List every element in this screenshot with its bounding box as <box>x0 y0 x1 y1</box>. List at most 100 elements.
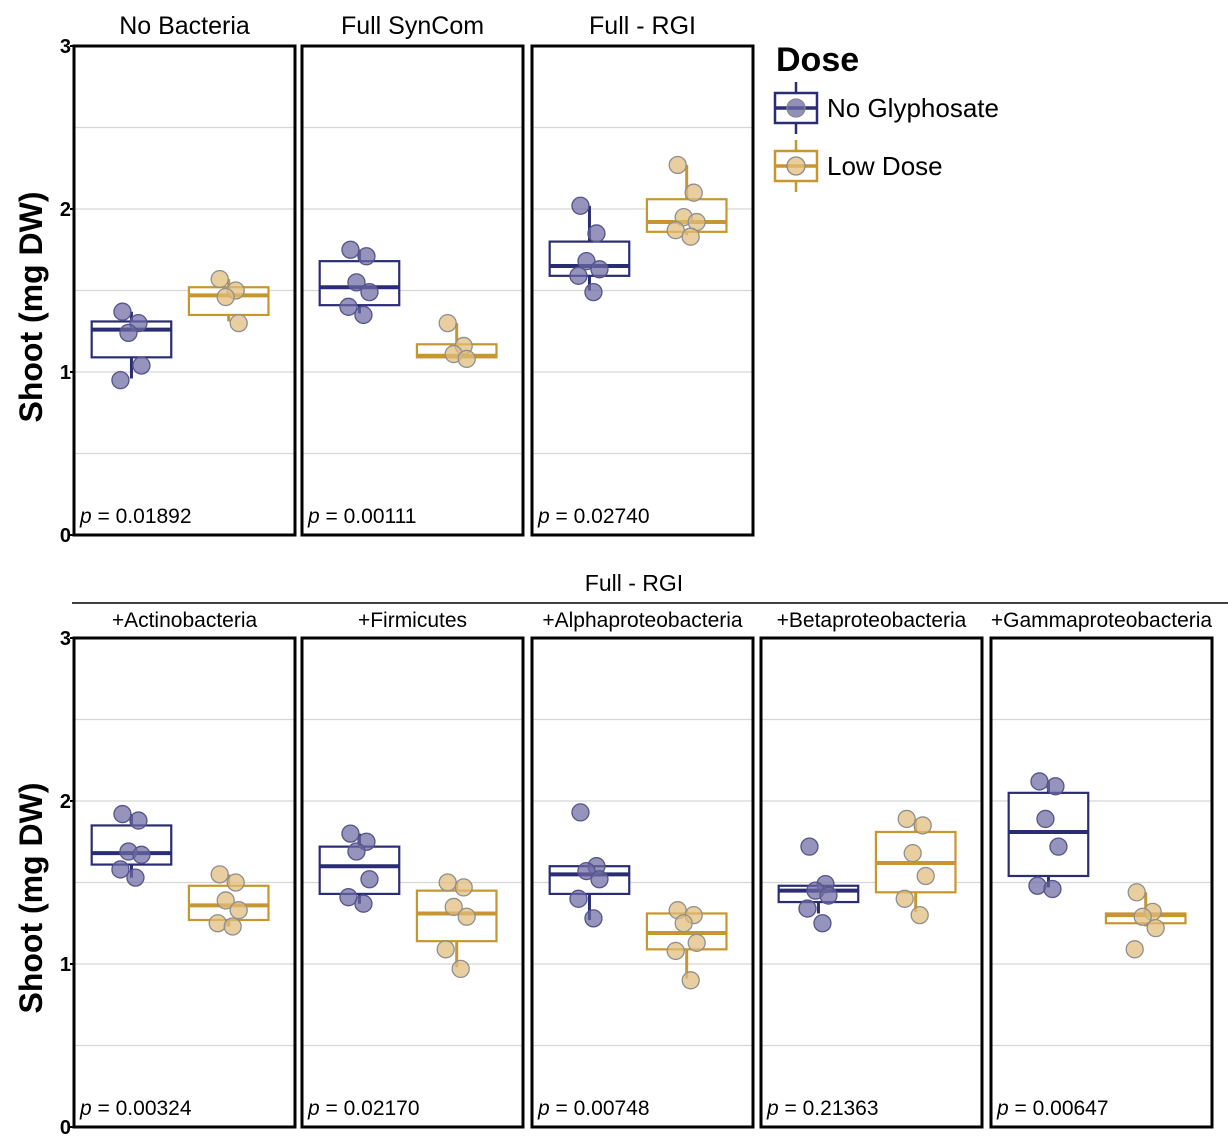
panel-border <box>300 44 525 537</box>
data-point <box>674 914 693 933</box>
data-point <box>444 897 463 917</box>
data-point <box>339 297 358 316</box>
p-value: = 0.01892 <box>92 505 192 528</box>
facet-panel: No Bacteria p = 0.01892 <box>72 12 297 537</box>
facet-panel: +Firmicutes p = 0.02170 <box>300 609 525 1129</box>
data-point <box>668 155 687 175</box>
data-point <box>903 844 922 863</box>
p-value-label: p = 0.00748 <box>537 1097 650 1120</box>
legend-key-point <box>786 156 806 176</box>
y-axis-label: Shoot (mg DW) <box>13 191 49 422</box>
p-value: = 0.00647 <box>1009 1097 1109 1120</box>
data-point <box>360 282 379 302</box>
p-symbol: p <box>537 505 550 528</box>
y-tick-label: 1 <box>60 362 71 384</box>
facet-panel: +Actinobacteria p = 0.00324 <box>72 609 297 1129</box>
data-point <box>451 959 470 979</box>
data-point <box>210 269 229 289</box>
legend-entry-label: Low Dose <box>827 151 943 181</box>
facet-title: Full SynCom <box>341 12 484 40</box>
data-point <box>569 266 588 285</box>
data-point <box>1125 940 1144 959</box>
data-point <box>1036 809 1055 829</box>
data-point <box>111 370 130 390</box>
facet-title: +Firmicutes <box>358 609 467 632</box>
data-point <box>438 873 457 892</box>
data-point <box>347 273 366 292</box>
data-point <box>341 240 360 259</box>
data-point <box>666 221 685 240</box>
data-point <box>454 878 473 897</box>
data-point <box>897 809 916 829</box>
y-tick-label: 3 <box>60 36 71 58</box>
data-point <box>113 302 132 321</box>
p-value: = 0.00111 <box>320 505 417 528</box>
data-point <box>208 914 227 933</box>
data-point <box>569 889 588 908</box>
facet-title: +Actinobacteria <box>112 609 258 632</box>
data-point <box>1049 837 1068 856</box>
data-point <box>916 866 935 886</box>
data-point <box>590 870 609 889</box>
facet-title: +Gammaproteobacteria <box>991 609 1213 632</box>
data-point <box>590 260 609 279</box>
data-point <box>1030 772 1049 791</box>
p-value-label: p = 0.00647 <box>996 1097 1109 1120</box>
p-value: = 0.02170 <box>320 1097 420 1120</box>
data-point <box>339 888 358 907</box>
legend-title: Dose <box>776 41 859 79</box>
data-point <box>681 971 700 990</box>
panel-border <box>300 636 525 1129</box>
p-value: = 0.00324 <box>92 1097 192 1120</box>
data-point <box>357 247 376 266</box>
data-point <box>226 873 245 892</box>
panel-border <box>530 44 755 537</box>
y-tick-label: 2 <box>60 791 71 813</box>
y-tick-label: 2 <box>60 199 71 221</box>
data-point <box>126 868 145 887</box>
data-point <box>584 909 603 928</box>
panel-border <box>759 636 984 1129</box>
data-point <box>347 842 366 861</box>
data-point <box>681 227 700 246</box>
facet-title: +Alphaproteobacteria <box>542 609 743 632</box>
data-point <box>1046 777 1065 796</box>
p-symbol: p <box>307 1097 320 1120</box>
y-axis-label: Shoot (mg DW) <box>13 782 49 1013</box>
data-point <box>819 886 838 905</box>
facet-title: No Bacteria <box>119 12 250 40</box>
data-point <box>216 287 235 307</box>
legend: Dose No Glyphosate Low Dose <box>773 41 999 192</box>
p-value-label: p = 0.02170 <box>307 1097 420 1120</box>
p-value: = 0.02740 <box>550 505 650 528</box>
facet-panel: +Alphaproteobacteria p = 0.00748 <box>530 609 755 1129</box>
p-value: = 0.21363 <box>779 1097 879 1120</box>
panel-border <box>989 636 1214 1129</box>
data-point <box>436 940 455 959</box>
panel-border <box>72 44 297 537</box>
data-point <box>800 837 819 856</box>
panel-group-title: Full - RGI <box>585 570 683 596</box>
data-point <box>113 804 132 824</box>
data-point <box>223 917 242 936</box>
data-point <box>577 861 596 881</box>
data-point <box>1028 876 1047 895</box>
data-point <box>687 933 706 952</box>
data-point <box>571 803 590 822</box>
facet-title: Full - RGI <box>589 12 696 40</box>
data-point <box>577 252 596 271</box>
facet-panel: Full - RGI p = 0.02740 <box>530 12 755 537</box>
data-point <box>438 313 457 333</box>
data-point <box>895 889 914 908</box>
data-point <box>341 824 360 843</box>
y-tick-label: 0 <box>60 525 71 547</box>
data-point <box>229 901 248 920</box>
facet-panel: +Gammaproteobacteria p = 0.00647 <box>989 609 1214 1129</box>
data-point <box>571 196 590 215</box>
data-point <box>354 305 373 325</box>
data-point <box>111 860 130 879</box>
p-symbol: p <box>766 1097 779 1120</box>
data-point <box>798 899 817 918</box>
box-iqr <box>415 889 498 943</box>
